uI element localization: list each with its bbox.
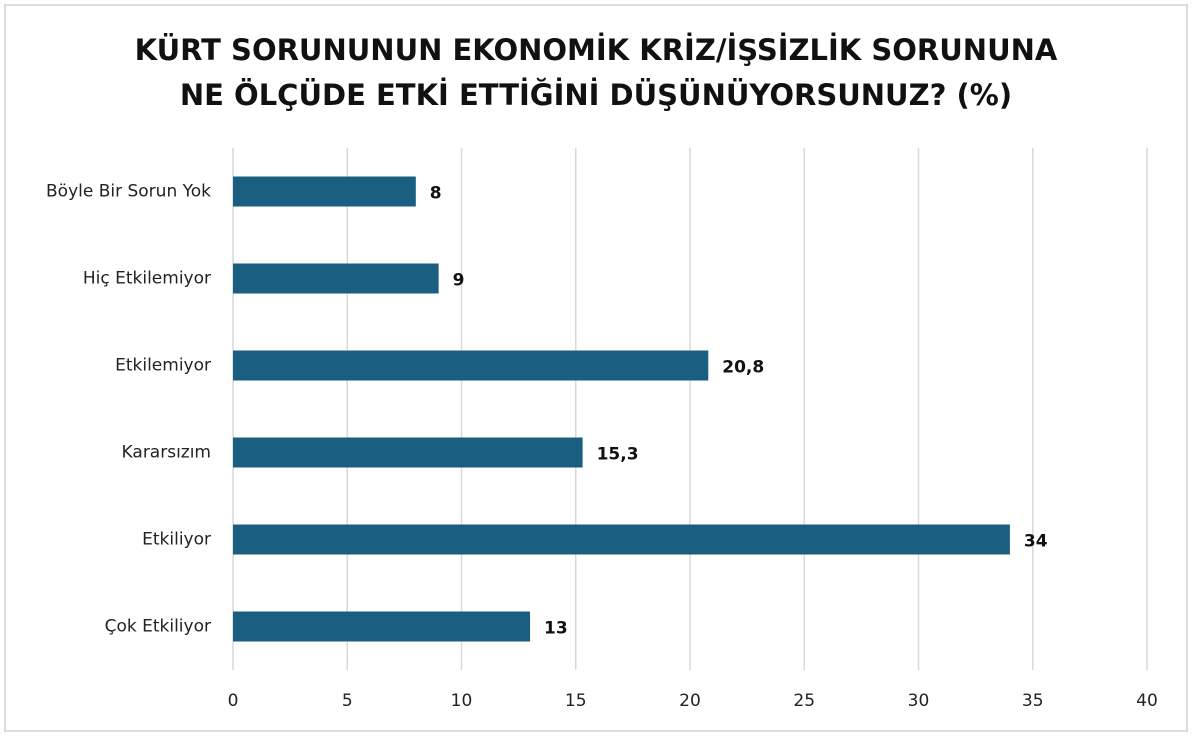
y-tick-label: Etkiliyor [142,530,211,550]
data-label: 15,3 [597,445,639,465]
bar [233,437,583,468]
bar [233,350,709,381]
y-tick-label: Böyle Bir Sorun Yok [46,182,211,202]
x-tick-label: 35 [1022,691,1044,711]
bar [233,176,416,207]
x-tick-label: 30 [908,691,930,711]
data-label: 34 [1024,532,1048,552]
data-label: 9 [453,271,465,291]
data-label: 13 [544,619,568,639]
bar [233,611,531,642]
x-tick-label: 40 [1136,691,1158,711]
y-tick-label: Çok Etkiliyor [105,617,211,637]
x-tick-label: 5 [342,691,353,711]
y-tick-label: Etkilemiyor [115,356,211,376]
y-tick-label: Kararsızım [122,443,211,463]
x-tick-label: 20 [679,691,701,711]
y-tick-label: Hiç Etkilemiyor [83,269,211,289]
chart-title: NE ÖLÇÜDE ETKİ ETTİĞİNİ DÜŞÜNÜYORSUNUZ? … [180,78,1012,112]
data-label: 8 [430,184,442,204]
x-tick-label: 10 [451,691,473,711]
bar [233,524,1010,555]
x-tick-label: 15 [565,691,587,711]
chart-title: KÜRT SORUNUNUN EKONOMİK KRİZ/İŞSİZLİK SO… [135,33,1058,67]
bar [233,263,439,294]
x-tick-label: 25 [793,691,815,711]
data-label: 20,8 [722,358,764,378]
x-tick-label: 0 [228,691,239,711]
